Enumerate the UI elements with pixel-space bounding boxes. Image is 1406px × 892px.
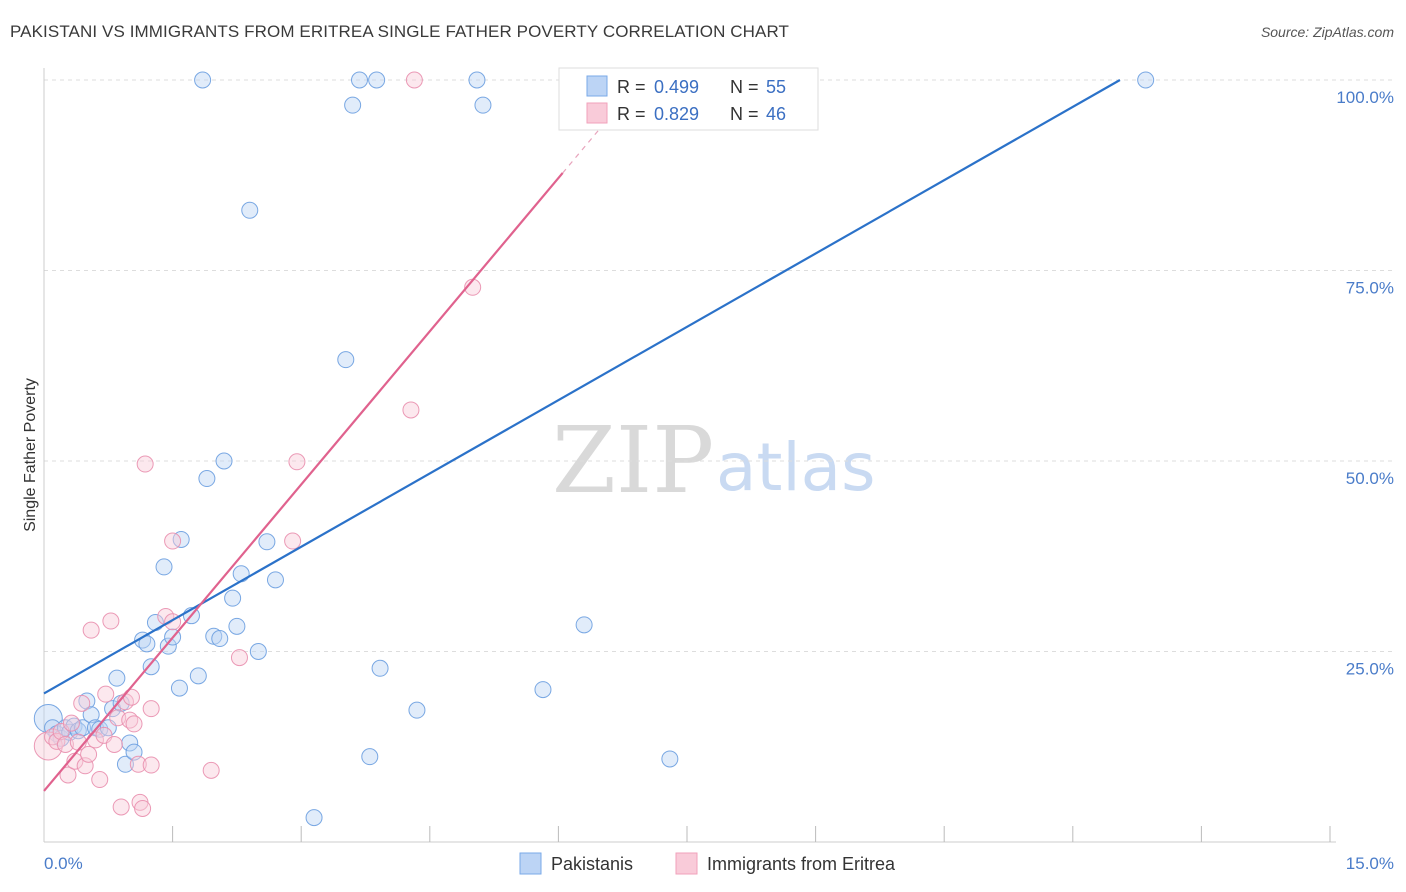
data-point [337, 351, 355, 369]
data-point [59, 766, 77, 784]
y-tick-label-75: 75.0% [1346, 279, 1394, 298]
series-legend: Pakistanis Immigrants from Eritrea [519, 852, 896, 875]
legend-n-value-pink: 46 [766, 104, 786, 124]
axes [43, 68, 1336, 843]
data-point [575, 616, 593, 634]
legend-r-value-blue: 0.499 [654, 77, 699, 97]
legend-r-label-blue: R = [617, 77, 646, 97]
data-point [215, 452, 233, 470]
y-tick-labels: 25.0% 50.0% 75.0% 100.0% [1336, 88, 1394, 679]
legend-n-label-pink: N = [730, 104, 759, 124]
data-point [305, 809, 323, 827]
trend-line-pakistanis [43, 79, 1121, 695]
data-point [230, 649, 248, 667]
data-point [108, 669, 126, 687]
data-point [408, 701, 426, 719]
legend-r-value-pink: 0.829 [654, 104, 699, 124]
data-point [368, 71, 386, 89]
watermark-zip: ZIP [552, 407, 714, 514]
data-point [266, 571, 284, 589]
data-point [97, 685, 115, 703]
data-point [125, 715, 143, 733]
watermark-atlas: atlas [716, 429, 876, 506]
y-axis-label: Single Father Poverty [22, 378, 39, 532]
grid [44, 79, 1394, 652]
data-point [82, 621, 100, 639]
data-point [661, 750, 679, 768]
data-point [142, 700, 160, 718]
data-point [33, 731, 63, 761]
data-point [211, 630, 229, 648]
data-point [344, 96, 362, 114]
trend-line-eritrea [43, 172, 564, 792]
data-point [105, 735, 123, 753]
data-point [361, 748, 379, 766]
legend-n-label-blue: N = [730, 77, 759, 97]
data-point [91, 771, 109, 789]
series-eritrea [33, 71, 482, 817]
bottom-legend-swatch-blue [519, 852, 542, 875]
data-point [258, 533, 276, 551]
legend-r-label-pink: R = [617, 104, 646, 124]
data-point [129, 755, 147, 773]
bottom-legend-label-eritrea: Immigrants from Eritrea [707, 854, 896, 874]
y-tick-label-50: 50.0% [1346, 469, 1394, 488]
bottom-legend-label-pakistanis: Pakistanis [551, 854, 633, 874]
data-point [189, 667, 207, 685]
data-point [534, 681, 552, 699]
data-point [73, 694, 91, 712]
data-point [142, 756, 160, 774]
data-point [405, 71, 423, 89]
data-point [288, 453, 306, 471]
data-point [224, 589, 242, 607]
data-point [76, 757, 94, 775]
bottom-legend-swatch-pink [675, 852, 698, 875]
data-point [62, 714, 80, 732]
data-point [232, 565, 250, 583]
data-point [402, 401, 420, 419]
data-point [56, 735, 74, 753]
data-point [284, 532, 302, 550]
data-point [116, 755, 134, 773]
x-tick-label-max: 15.0% [1346, 854, 1394, 873]
legend-swatch-blue [586, 75, 608, 97]
chart-title: PAKISTANI VS IMMIGRANTS FROM ERITREA SIN… [10, 22, 790, 41]
y-tick-label-25: 25.0% [1346, 660, 1394, 679]
data-point [112, 798, 130, 816]
data-point [228, 617, 246, 635]
legend-swatch-pink [586, 102, 608, 124]
trend-lines [43, 79, 1121, 792]
y-tick-label-100: 100.0% [1336, 88, 1394, 107]
data-point [474, 96, 492, 114]
data-point [241, 201, 259, 219]
data-point [159, 637, 177, 655]
data-point [350, 71, 368, 89]
data-point [371, 659, 389, 677]
data-point [164, 532, 182, 550]
data-point [1137, 71, 1155, 89]
trend-line-eritrea-extension [562, 126, 602, 174]
data-point [194, 71, 212, 89]
data-point [134, 799, 152, 817]
data-point [122, 688, 140, 706]
data-point [102, 612, 120, 630]
x-ticks [172, 826, 1331, 842]
data-point [172, 530, 190, 548]
data-point [249, 643, 267, 660]
data-point [468, 71, 486, 89]
legend-n-value-blue: 55 [766, 77, 786, 97]
data-point [202, 761, 220, 779]
data-point [198, 470, 216, 488]
data-point [170, 679, 188, 697]
data-point [82, 706, 100, 724]
data-point [80, 745, 98, 763]
stats-legend: R = 0.499 N = 55 R = 0.829 N = 46 [558, 67, 819, 131]
data-point [155, 558, 173, 576]
data-point [142, 658, 160, 676]
data-point [91, 720, 109, 738]
x-tick-label-min: 0.0% [44, 854, 83, 873]
source-credit: Source: ZipAtlas.com [1260, 24, 1394, 40]
data-point [136, 455, 154, 473]
